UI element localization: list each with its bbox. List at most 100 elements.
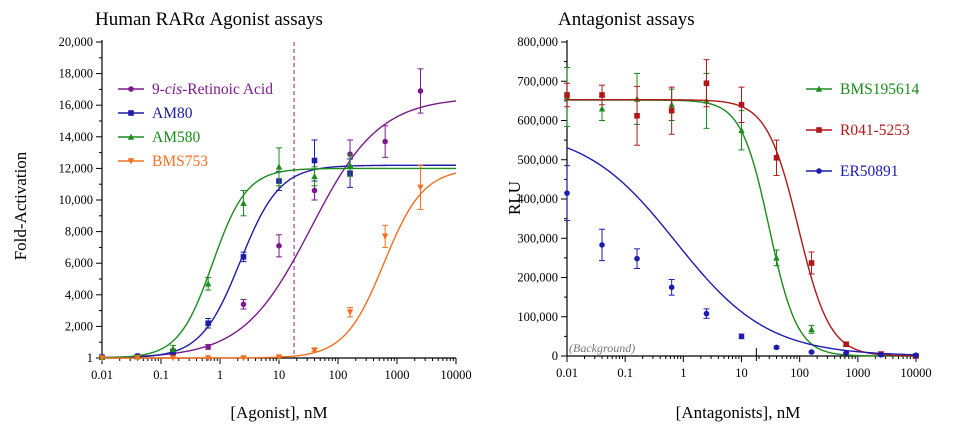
agonist-x-tick-label: 0.1 <box>153 368 169 382</box>
antagonist-point-r041-5253 <box>564 92 570 98</box>
agonist-y-axis-title: Fold-Activation <box>11 151 30 260</box>
agonist-legend-label-am80: AM80 <box>152 105 193 122</box>
agonist-y-tick-label: 4,000 <box>65 288 93 302</box>
antagonist-point-r041-5253 <box>843 341 849 348</box>
antagonist-legend-marker-er50891 <box>816 168 822 174</box>
agonist-x-tick-label: 10000 <box>440 368 471 382</box>
antagonist-background-label: (Background) <box>569 341 635 355</box>
agonist-point-am580 <box>346 161 354 169</box>
agonist-point-bms753 <box>98 355 106 362</box>
agonist-point-bms753 <box>134 355 141 362</box>
antagonist-point-bms195614 <box>808 325 815 333</box>
antagonist-point-bms195614 <box>773 254 780 261</box>
agonist-legend-marker-bms753 <box>127 158 135 165</box>
antagonist-legend: BMS195614 R041-5253 ER50891 <box>806 81 919 180</box>
antagonist-legend-label-r041-5253: R041-5253 <box>840 122 910 139</box>
agonist-x-tick-label: 100 <box>329 368 348 382</box>
agonist-point-9-cis-retinoic-acid <box>417 88 424 94</box>
agonist-x-axis-title: [Agonist], nM <box>230 403 327 422</box>
agonist-point-am80 <box>311 157 318 164</box>
agonist-point-bms753 <box>169 355 177 362</box>
antagonist-point-er50891 <box>564 190 570 196</box>
agonist-y-tick-label: 10,000 <box>59 193 93 207</box>
agonist-x-tick-label: 10 <box>273 368 286 382</box>
antagonist-legend-marker-r041-5253 <box>816 127 822 133</box>
antagonist-x-tick-label: 10000 <box>900 366 931 380</box>
antagonist-y-tick-label: 800,000 <box>517 35 558 49</box>
antagonist-point-er50891 <box>773 344 780 351</box>
antagonist-point-er50891 <box>634 255 640 262</box>
antagonist-point-er50891 <box>668 284 675 291</box>
agonist-panel: Human RARα Agonist assays [Agonist], nM … <box>11 9 472 422</box>
antagonist-point-bms195614 <box>738 126 745 134</box>
agonist-point-am580 <box>240 199 247 206</box>
agonist-point-9-cis-retinoic-acid <box>382 138 388 145</box>
antagonist-y-tick-label: 500,000 <box>517 153 558 167</box>
agonist-fit-curve-am580 <box>101 167 456 359</box>
antagonist-panel: Antagonist assays [Antagonists], nM RLU … <box>505 9 932 422</box>
agonist-y-tick-label: 20,000 <box>59 35 93 49</box>
antagonist-y-tick-label: 200,000 <box>517 271 558 285</box>
antagonist-y-tick-label: 400,000 <box>517 192 558 206</box>
antagonist-y-tick-label: 0 <box>552 349 558 363</box>
antagonist-point-r041-5253 <box>738 102 745 108</box>
antagonist-point-r041-5253 <box>634 112 640 119</box>
agonist-fit-curve-bms753 <box>102 172 457 359</box>
antagonist-legend-label-bms195614: BMS195614 <box>840 81 919 98</box>
agonist-legend-marker-9-cis-retinoic-acid <box>128 86 134 92</box>
agonist-point-am580 <box>204 280 212 287</box>
antagonist-x-tick-label: 10 <box>735 366 748 380</box>
antagonist-legend-label-er50891: ER50891 <box>840 163 899 180</box>
agonist-legend-marker-am80 <box>128 110 134 116</box>
antagonist-y-axis-title: RLU <box>505 181 524 215</box>
antagonist-x-tick-label: 0.1 <box>617 366 633 380</box>
agonist-y-tick-label: 18,000 <box>59 67 93 81</box>
agonist-legend-label-am580: AM580 <box>152 129 200 146</box>
agonist-y-tick-label: 6,000 <box>65 256 93 270</box>
agonist-point-am80 <box>205 320 211 327</box>
agonist-legend-label-bms753: BMS753 <box>152 153 208 170</box>
antagonist-fit-curve-er50891 <box>566 147 917 356</box>
agonist-point-bms753 <box>381 233 389 240</box>
agonist-point-9-cis-retinoic-acid <box>311 187 318 194</box>
agonist-y-tick-label: 12,000 <box>59 161 93 175</box>
antagonist-x-tick-label: 1000 <box>845 366 870 380</box>
agonist-fit-curve-am80 <box>101 164 456 359</box>
agonist-legend-label-9-cis-retinoic-acid: 9-cis-Retinoic Acid <box>152 81 273 98</box>
antagonist-legend-marker-bms195614 <box>815 85 823 92</box>
agonist-point-bms753 <box>346 309 354 316</box>
antagonist-x-axis-title: [Antagonists], nM <box>676 403 801 422</box>
agonist-y-tick-label: 8,000 <box>65 225 93 239</box>
antagonist-y-tick-label: 700,000 <box>517 74 558 88</box>
antagonist-x-tick-label: 0.01 <box>556 366 578 380</box>
agonist-point-am580 <box>275 163 283 170</box>
agonist-y-tick-label: 16,000 <box>59 98 93 112</box>
agonist-x-tick-label: 0.01 <box>91 368 113 382</box>
antagonist-point-er50891 <box>703 310 710 317</box>
agonist-point-bms753 <box>275 354 283 361</box>
agonist-point-am80 <box>240 254 247 260</box>
agonist-point-bms753 <box>417 184 424 191</box>
antagonist-x-tick-label: 100 <box>790 366 809 380</box>
antagonist-y-tick-label: 300,000 <box>517 231 558 245</box>
antagonist-point-r041-5253 <box>773 154 780 161</box>
antagonist-point-er50891 <box>599 242 605 248</box>
agonist-y-tick-label: 2,000 <box>65 319 93 333</box>
antagonist-point-bms195614 <box>598 105 606 112</box>
agonist-point-bms753 <box>240 355 247 362</box>
agonist-x-tick-label: 1 <box>217 368 223 382</box>
antagonist-point-er50891 <box>738 333 745 340</box>
agonist-x-tick-label: 1000 <box>385 368 410 382</box>
antagonist-y-tick-label: 600,000 <box>517 114 558 128</box>
agonist-y-tick-label: 14,000 <box>59 130 93 144</box>
agonist-point-9-cis-retinoic-acid <box>205 344 211 350</box>
antagonist-point-er50891 <box>878 352 884 358</box>
agonist-legend: 9-cis-Retinoic Acid AM80 AM580 BMS753 <box>118 81 273 170</box>
antagonist-point-r041-5253 <box>808 260 815 266</box>
agonist-chart-title: Human RARα Agonist assays <box>95 9 323 30</box>
agonist-y-tick-label: 1 <box>87 351 93 365</box>
agonist-legend-marker-am580 <box>127 133 135 140</box>
antagonist-point-r041-5253 <box>668 107 675 114</box>
agonist-point-9-cis-retinoic-acid <box>240 301 247 308</box>
antagonist-point-r041-5253 <box>703 80 710 87</box>
